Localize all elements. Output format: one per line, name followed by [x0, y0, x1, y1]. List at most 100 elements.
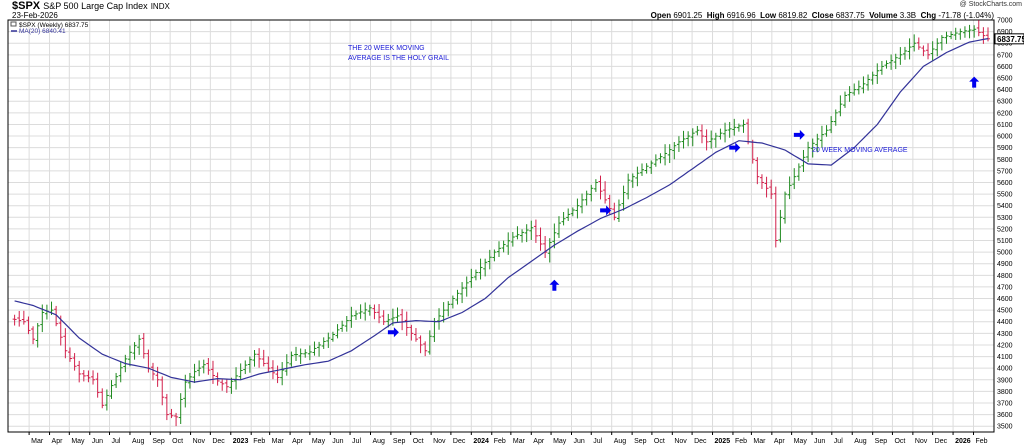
x-tick-label: Mar [272, 438, 285, 445]
annotation-line-1: THE 20 WEEK MOVING [348, 45, 425, 52]
ohlc-bar [907, 38, 912, 60]
y-tick-label: 6200 [997, 110, 1013, 117]
x-tick-label: May [553, 438, 567, 445]
ohlc-bar [284, 354, 289, 376]
ohlc-bar [114, 372, 119, 388]
x-tick-label: Feb [494, 438, 506, 445]
ohlc-bar [455, 289, 460, 305]
y-tick-label: 3600 [997, 412, 1013, 419]
x-tick-label: May [312, 438, 326, 445]
plot-frame [7, 19, 995, 433]
ohlc-bar [667, 144, 672, 164]
ohlc-bar [63, 328, 68, 359]
x-tick-label: Jul [834, 438, 843, 445]
ohlc-bar [77, 360, 82, 383]
ohlc-bar [815, 133, 820, 153]
ohlc-bar [409, 324, 414, 341]
ohlc-bar [441, 302, 446, 323]
up-arrow-marker [549, 279, 560, 291]
y-tick-label: 5400 [997, 203, 1013, 210]
ohlc-bar [31, 326, 36, 345]
last-price-label: 6837.75 [997, 35, 1024, 44]
y-tick-label: 3700 [997, 400, 1013, 407]
ohlc-bar [501, 240, 506, 253]
ohlc-bar [487, 249, 492, 270]
y-tick-label: 6000 [997, 134, 1013, 141]
y-tick-label: 4300 [997, 331, 1013, 338]
y-tick-label: 5600 [997, 180, 1013, 187]
ohlc-bar [169, 408, 174, 419]
ohlc-bar [976, 20, 981, 37]
ohlc-bar [450, 295, 455, 309]
y-tick-label: 6400 [997, 87, 1013, 94]
x-tick-label: Nov [193, 438, 206, 445]
ohlc-bar [377, 304, 382, 324]
y-tick-label: 4100 [997, 354, 1013, 361]
ohlc-bar [340, 320, 345, 332]
ohlc-bar [856, 80, 861, 95]
ohlc-bar [704, 129, 709, 151]
ohlc-bar [104, 389, 109, 411]
ohlc-bar [367, 304, 372, 316]
ohlc-bar [676, 136, 681, 152]
ohlc-bar [423, 341, 428, 357]
ohlc-bar [197, 360, 202, 377]
y-tick-label: 4900 [997, 261, 1013, 268]
ohlc-bar [109, 380, 114, 399]
ohlc-bar [713, 132, 718, 148]
ohlc-bar [866, 74, 871, 91]
ohlc-bar [358, 304, 363, 319]
ohlc-bar [635, 166, 640, 187]
x-tick-label: Nov [433, 438, 446, 445]
ohlc-bar [833, 109, 838, 126]
ohlc-bar [552, 223, 557, 249]
y-tick-label: 5100 [997, 238, 1013, 245]
ohlc-bar [413, 328, 418, 342]
x-tick-label: Feb [735, 438, 747, 445]
ohlc-bar [164, 393, 169, 421]
ohlc-bar [151, 362, 156, 381]
x-tick-label: Oct [172, 438, 183, 445]
ohlc-bar [603, 181, 608, 204]
ohlc-bar [939, 35, 944, 51]
ohlc-bar [842, 91, 847, 108]
ohlc-bar [746, 118, 751, 145]
ohlc-bar [930, 41, 935, 62]
ohlc-bar [252, 350, 257, 367]
y-tick-label: 5800 [997, 157, 1013, 164]
ohlc-bar [469, 268, 474, 288]
ohlc-bar [695, 125, 700, 136]
ohlc-bar [570, 207, 575, 217]
x-tick-label: Jun [92, 438, 103, 445]
y-tick-label: 6100 [997, 122, 1013, 129]
ohlc-bar [303, 349, 308, 358]
ohlc-bars [12, 20, 990, 427]
credit-label: @ StockCharts.com [959, 1, 1022, 8]
chg-label: Chg [920, 11, 937, 20]
x-tick-label: Mar [513, 438, 526, 445]
ohlc-bar [160, 376, 165, 406]
ohlc-bar [437, 308, 442, 330]
legend-ma-entry: MA(20) 6840.41 [19, 28, 66, 35]
index-name: S&P 500 Large Cap Index [43, 1, 148, 11]
ohlc-bar [12, 314, 17, 326]
x-tick-label: Aug [372, 438, 385, 445]
ohlc-bar [736, 123, 741, 132]
ohlc-bar [234, 367, 239, 390]
ohlc-bar [275, 365, 280, 384]
y-tick-label: 4400 [997, 319, 1013, 326]
ohlc-bar [806, 141, 811, 162]
ohlc-bar [404, 311, 409, 336]
x-tick-label: 2024 [473, 438, 489, 445]
ohlc-bar [783, 191, 788, 224]
y-tick-label: 5700 [997, 168, 1013, 175]
legend-price-entry: $SPX (Weekly) 6837.75 [19, 22, 89, 29]
y-tick-label: 5300 [997, 215, 1013, 222]
ohlc-bar [658, 153, 663, 164]
ohlc-bar [243, 360, 248, 375]
ohlc-bar [100, 388, 105, 409]
ohlc-bar [229, 377, 234, 394]
ohlc-bar [902, 46, 907, 60]
y-tick-label: 6700 [997, 52, 1013, 59]
